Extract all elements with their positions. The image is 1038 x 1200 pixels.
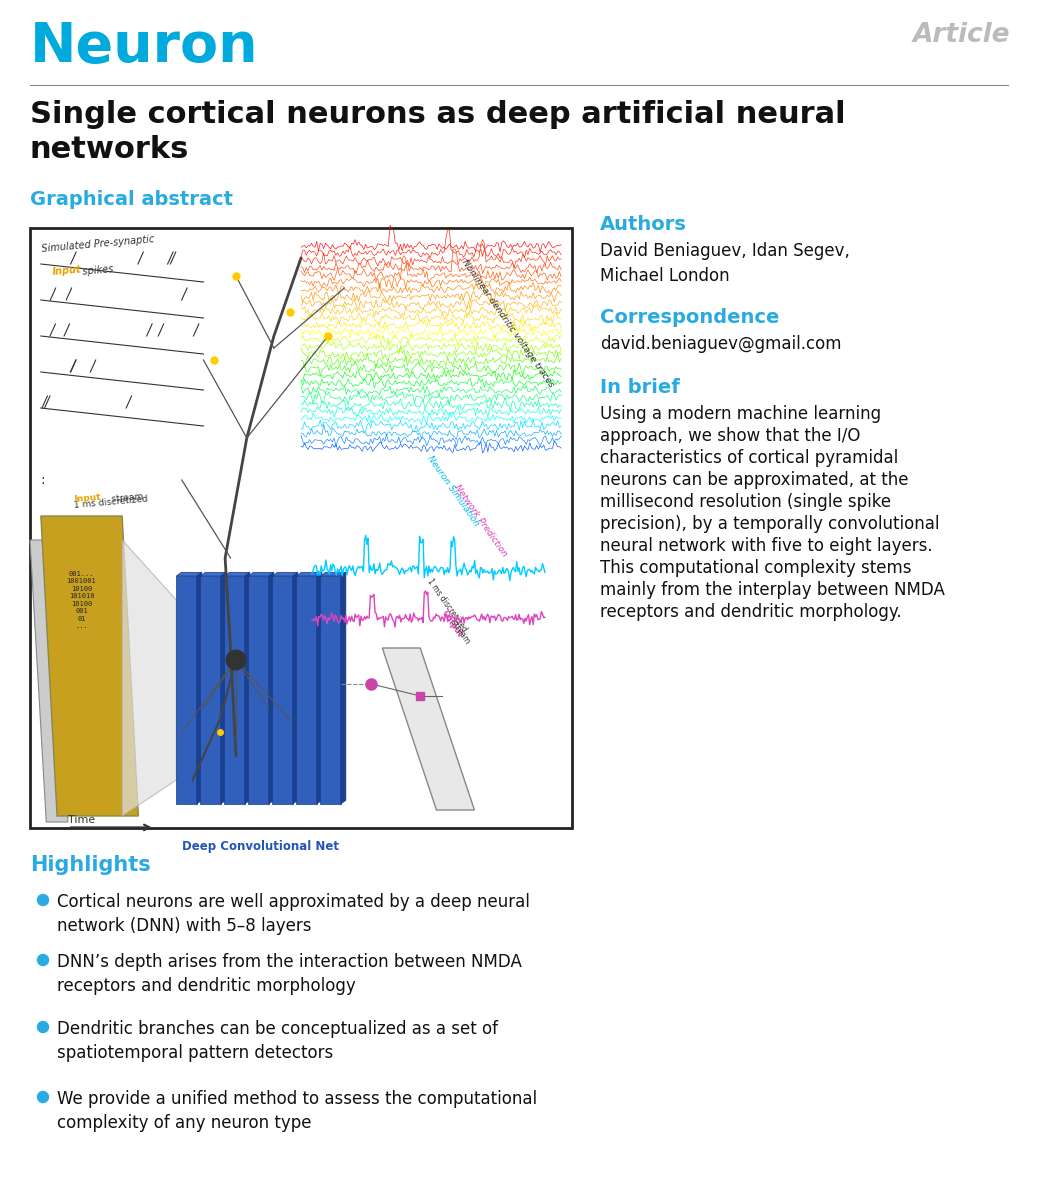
Circle shape xyxy=(226,650,246,670)
Text: This computational complexity stems: This computational complexity stems xyxy=(600,559,911,577)
Circle shape xyxy=(37,894,49,906)
Text: Neuron: Neuron xyxy=(30,20,258,74)
Text: Dendritic branches can be conceptualized as a set of: Dendritic branches can be conceptualized… xyxy=(57,1020,498,1038)
Bar xyxy=(176,576,197,804)
Text: Using a modern machine learning: Using a modern machine learning xyxy=(600,404,881,422)
Text: Deep Convolutional Net: Deep Convolutional Net xyxy=(182,840,338,853)
Text: complexity of any neuron type: complexity of any neuron type xyxy=(57,1114,311,1132)
Text: network (DNN) with 5–8 layers: network (DNN) with 5–8 layers xyxy=(57,917,311,935)
Text: precision), by a temporally convolutional: precision), by a temporally convolutiona… xyxy=(600,515,939,533)
Text: Cortical neurons are well approximated by a deep neural: Cortical neurons are well approximated b… xyxy=(57,893,529,911)
Polygon shape xyxy=(272,572,298,576)
Text: Time: Time xyxy=(67,815,95,826)
Text: Simulated Pre-synaptic: Simulated Pre-synaptic xyxy=(40,234,155,254)
Polygon shape xyxy=(293,572,298,804)
Text: receptors and dendritic morphology.: receptors and dendritic morphology. xyxy=(600,602,902,622)
Text: mainly from the interplay between NMDA: mainly from the interplay between NMDA xyxy=(600,581,945,599)
Text: Article: Article xyxy=(912,22,1010,48)
Text: approach, we show that the I/O: approach, we show that the I/O xyxy=(600,427,861,445)
Polygon shape xyxy=(382,648,474,810)
Polygon shape xyxy=(248,572,274,576)
Text: Output: Output xyxy=(439,610,464,638)
Text: david.beniaguev@gmail.com: david.beniaguev@gmail.com xyxy=(600,335,842,353)
Bar xyxy=(200,576,221,804)
Polygon shape xyxy=(317,572,322,804)
Text: spatiotemporal pattern detectors: spatiotemporal pattern detectors xyxy=(57,1044,333,1062)
Polygon shape xyxy=(30,540,67,822)
Text: Nonlinear dendritic voltage traces: Nonlinear dendritic voltage traces xyxy=(460,258,555,389)
Text: David Beniaguev, Idan Segev,
Michael London: David Beniaguev, Idan Segev, Michael Lon… xyxy=(600,242,850,284)
Text: Single cortical neurons as deep artificial neural: Single cortical neurons as deep artifici… xyxy=(30,100,846,128)
Text: stream: stream xyxy=(447,616,471,646)
Text: millisecond resolution (single spike: millisecond resolution (single spike xyxy=(600,493,892,511)
Polygon shape xyxy=(40,516,138,816)
Text: Authors: Authors xyxy=(600,215,687,234)
Polygon shape xyxy=(221,572,226,804)
Text: Graphical abstract: Graphical abstract xyxy=(30,190,233,209)
Polygon shape xyxy=(340,572,346,804)
Circle shape xyxy=(37,954,49,966)
Polygon shape xyxy=(197,572,201,804)
Text: neural network with five to eight layers.: neural network with five to eight layers… xyxy=(600,538,932,554)
Polygon shape xyxy=(297,572,322,576)
Polygon shape xyxy=(122,540,176,816)
Text: Network Prediction: Network Prediction xyxy=(453,482,510,558)
Text: characteristics of cortical pyramidal: characteristics of cortical pyramidal xyxy=(600,449,898,467)
Polygon shape xyxy=(321,572,346,576)
Bar xyxy=(224,576,245,804)
Text: Highlights: Highlights xyxy=(30,854,151,875)
Text: We provide a unified method to assess the computational: We provide a unified method to assess th… xyxy=(57,1090,537,1108)
Circle shape xyxy=(37,1092,49,1103)
Text: :: : xyxy=(40,473,46,487)
Text: Input: Input xyxy=(74,493,101,504)
Text: networks: networks xyxy=(30,134,189,164)
Text: spikes: spikes xyxy=(79,264,113,277)
Text: stream: stream xyxy=(109,492,143,504)
Circle shape xyxy=(37,1021,49,1032)
Bar xyxy=(272,576,293,804)
Polygon shape xyxy=(224,572,250,576)
Polygon shape xyxy=(176,572,201,576)
Text: DNN’s depth arises from the interaction between NMDA: DNN’s depth arises from the interaction … xyxy=(57,953,522,971)
Text: In brief: In brief xyxy=(600,378,680,397)
Text: receptors and dendritic morphology: receptors and dendritic morphology xyxy=(57,977,356,995)
Text: Input: Input xyxy=(52,264,82,276)
Bar xyxy=(248,576,269,804)
Text: 1 ms discretized: 1 ms discretized xyxy=(74,494,152,510)
Text: Correspondence: Correspondence xyxy=(600,308,780,326)
Bar xyxy=(321,576,340,804)
Text: 001...
1001001
10100
101010
10100
001
01
...: 001... 1001001 10100 101010 10100 001 01… xyxy=(66,571,97,629)
Text: neurons can be approximated, at the: neurons can be approximated, at the xyxy=(600,470,908,490)
Bar xyxy=(30,228,572,828)
Polygon shape xyxy=(200,572,226,576)
Polygon shape xyxy=(269,572,274,804)
Polygon shape xyxy=(245,572,250,804)
Text: 1 ms discretized: 1 ms discretized xyxy=(426,577,470,636)
Bar xyxy=(297,576,317,804)
Text: Neuron Simulation: Neuron Simulation xyxy=(426,454,482,528)
